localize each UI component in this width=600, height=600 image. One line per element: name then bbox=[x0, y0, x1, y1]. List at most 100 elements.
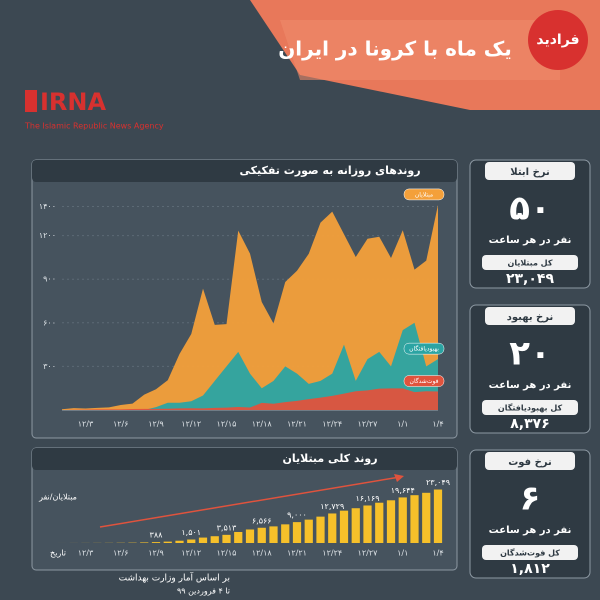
card-total-label: کل بهبودیافتگان bbox=[498, 403, 563, 413]
card-title-bg bbox=[485, 307, 575, 325]
agency-full: The Islamic Republic News Agency bbox=[24, 122, 164, 131]
bar bbox=[422, 492, 431, 543]
bar bbox=[281, 524, 290, 543]
trend-arrow-head bbox=[394, 474, 404, 482]
x-tick-label: ۱۲/۱۵ bbox=[217, 420, 237, 429]
card-total: ۱,۸۱۲ bbox=[510, 561, 550, 577]
bar bbox=[234, 531, 243, 543]
value-label: ۲۳,۰۴۹ bbox=[426, 478, 450, 487]
x-tick-label: ۱۲/۲۴ bbox=[322, 420, 342, 429]
footer-date: تا ۴ فروردین ۹۹ bbox=[177, 587, 230, 596]
card-title: نرخ فوت bbox=[508, 457, 552, 468]
bar bbox=[375, 502, 384, 543]
area-title: روندهای روزانه به صورت تفکیکی bbox=[239, 164, 420, 177]
bar bbox=[304, 519, 313, 543]
series-name: مبتلایان bbox=[415, 191, 433, 198]
bar bbox=[339, 510, 349, 543]
x-tick-label: ۱۲/۲۱ bbox=[287, 420, 307, 429]
x-tick-label: ۱/۱ bbox=[397, 549, 408, 558]
x-tick-label: ۱۲/۹ bbox=[148, 549, 164, 558]
value-label: ۱۹,۶۴۴ bbox=[391, 486, 415, 495]
card-unit: نفر در هر ساعت bbox=[489, 235, 572, 246]
card-rate: ۶ bbox=[520, 479, 541, 519]
x-tick-label: ۱۲/۱۸ bbox=[252, 549, 273, 558]
bar bbox=[386, 500, 396, 543]
x-tick-label: ۱۲/۱۲ bbox=[181, 549, 201, 558]
value-label: ۳۸۸ bbox=[150, 531, 164, 540]
x-tick-label: ۱۲/۲۴ bbox=[322, 549, 342, 558]
value-label: ۱۲,۷۲۹ bbox=[320, 502, 344, 511]
bar bbox=[316, 516, 325, 543]
value-label: ۳,۵۱۳ bbox=[217, 523, 237, 532]
bar bbox=[433, 489, 443, 543]
x-tick-label: ۱۲/۲۱ bbox=[287, 549, 307, 558]
series-name: فوت‌شدگان bbox=[410, 377, 439, 385]
trend-arrow bbox=[99, 476, 401, 528]
bar bbox=[257, 527, 266, 543]
bar bbox=[163, 541, 172, 543]
logo: فرادید bbox=[536, 32, 579, 48]
x-tick-label: ۱۲/۱۲ bbox=[181, 420, 201, 429]
bar-title: روند کلی مبتلایان bbox=[282, 452, 377, 465]
x-tick-label: ۱/۴ bbox=[432, 549, 443, 558]
x-tick-label: ۱۲/۶ bbox=[113, 420, 129, 429]
logo-badge bbox=[528, 10, 588, 70]
header-shade bbox=[280, 20, 560, 80]
x-tick-label: ۱۲/۱۵ bbox=[217, 549, 237, 558]
series-tag bbox=[403, 342, 445, 355]
bar bbox=[140, 542, 149, 543]
card-rate: ۵۰ bbox=[509, 189, 551, 229]
bar bbox=[198, 537, 208, 543]
card-total-label: کل فوت‌شدگان bbox=[500, 548, 560, 558]
bar-y-label: مبتلایان/نفر bbox=[38, 493, 77, 502]
bar bbox=[328, 513, 337, 543]
card-title-bg bbox=[485, 162, 575, 180]
bar bbox=[175, 540, 184, 543]
card-total-label-bg bbox=[482, 400, 578, 415]
area-series bbox=[62, 322, 438, 410]
y-tick-label: ۹۰۰ bbox=[43, 275, 56, 284]
agency: IRNA bbox=[40, 88, 106, 116]
x-tick-label: ۱۲/۳ bbox=[78, 549, 94, 558]
card-title: نرخ ابتلا bbox=[510, 167, 550, 178]
series-tag bbox=[403, 188, 445, 201]
card-title-bg bbox=[485, 452, 575, 470]
bar bbox=[292, 522, 302, 543]
bar bbox=[410, 495, 419, 543]
x-tick-label: ۱۲/۶ bbox=[113, 549, 129, 558]
bar bbox=[210, 536, 219, 543]
bar bbox=[269, 526, 278, 543]
card-title: نرخ بهبود bbox=[507, 312, 554, 323]
card-total: ۸,۳۷۶ bbox=[510, 416, 550, 432]
card-total-label: کل مبتلایان bbox=[508, 259, 553, 268]
card-total: ۲۳,۰۴۹ bbox=[506, 271, 554, 287]
y-tick-label: ۶۰۰ bbox=[43, 318, 56, 327]
x-tick-label: ۱۲/۲۷ bbox=[358, 420, 379, 429]
x-tick-label: ۱۲/۳ bbox=[78, 420, 94, 429]
x-tick-label: ۱۲/۹ bbox=[148, 420, 164, 429]
card-rate: ۲۰ bbox=[509, 334, 551, 374]
value-label: ۶,۵۶۶ bbox=[252, 516, 272, 525]
bar bbox=[363, 505, 372, 543]
bar-title-bar bbox=[32, 448, 457, 470]
agency-mark bbox=[25, 90, 37, 112]
card-total-label-bg bbox=[482, 545, 578, 560]
y-tick-label: ۱۴۰۰ bbox=[39, 202, 56, 211]
card-total-label-bg bbox=[482, 255, 578, 270]
series-tag bbox=[403, 375, 445, 387]
value-label: ۹,۰۰۰ bbox=[287, 511, 307, 520]
bar bbox=[151, 542, 161, 543]
bar bbox=[187, 539, 196, 543]
area-title-bar bbox=[32, 160, 457, 182]
value-label: ۱,۵۰۱ bbox=[181, 528, 201, 537]
footer-source: بر اساس آمار وزارت بهداشت bbox=[119, 572, 230, 584]
x-tick-label: ۱۲/۱۸ bbox=[252, 420, 273, 429]
x-tick-label: ۱/۱ bbox=[397, 420, 408, 429]
page-title: یک ماه با کرونا در ایران bbox=[278, 37, 512, 61]
bar bbox=[398, 497, 407, 543]
y-tick-label: ۳۰۰ bbox=[43, 362, 56, 371]
x-tick-label: ۱۲/۲۷ bbox=[358, 549, 379, 558]
card-unit: نفر در هر ساعت bbox=[489, 525, 572, 536]
